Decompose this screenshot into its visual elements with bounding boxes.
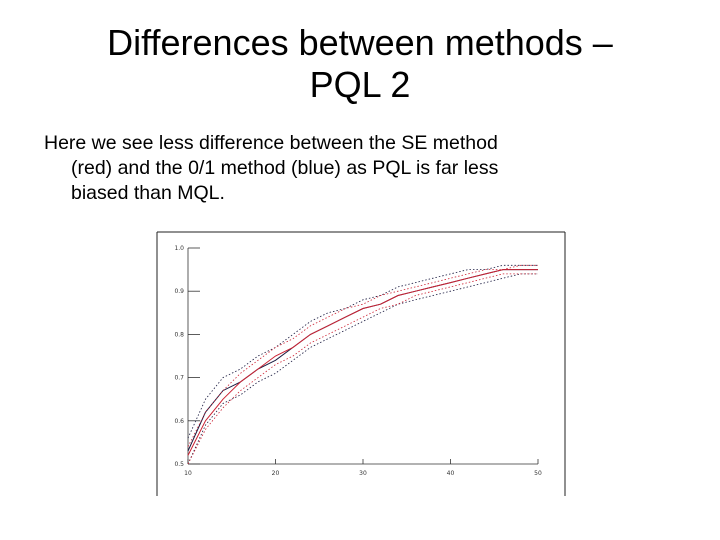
y-tick-label: 0.6 <box>174 418 184 425</box>
body-line-2: (red) and the 0/1 method (blue) as PQL i… <box>71 157 499 179</box>
body-line-3: biased than MQL. <box>71 182 225 204</box>
slide-title-line-2: PQL 2 <box>309 64 411 105</box>
slide-title-line-1: Differences between methods – <box>107 22 613 63</box>
series-line-5 <box>187 264 538 447</box>
x-tick-label: 40 <box>447 470 455 477</box>
y-tick-label: 0.5 <box>174 461 184 468</box>
slide-title: Differences between methods – PQL 2 <box>40 22 680 106</box>
y-tick-label: 0.8 <box>174 331 184 338</box>
slide-body-text: Here we see less difference between the … <box>44 131 644 206</box>
series-line-1 <box>187 269 538 452</box>
x-tick-label: 10 <box>184 470 192 477</box>
y-tick-label: 0.9 <box>174 288 184 295</box>
series-line-6 <box>187 273 538 465</box>
coverage-line-chart: 0.5 0.6 0.7 0.8 0.9 1.0 10 20 30 40 50 <box>156 231 566 496</box>
series-line-3 <box>187 273 538 465</box>
y-tick-label: 1.0 <box>174 245 184 252</box>
x-tick-label: 30 <box>359 470 367 477</box>
series-line-2 <box>187 264 538 439</box>
series-line-4 <box>187 269 538 456</box>
x-tick-label: 20 <box>272 470 280 477</box>
x-tick-label: 50 <box>534 470 542 477</box>
body-line-1: Here we see less difference between the … <box>44 132 498 154</box>
y-tick-label: 0.7 <box>174 375 184 382</box>
